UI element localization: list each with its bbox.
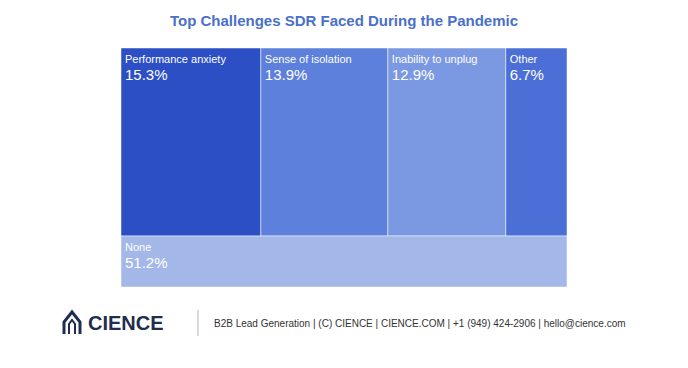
svg-text:12.9%: 12.9% [392,66,435,83]
svg-text:CIENCE: CIENCE [88,312,164,334]
svg-text:B2B Lead Generation | (C) CIEN: B2B Lead Generation | (C) CIENCE | CIENC… [214,318,626,329]
svg-text:Inability to unplug: Inability to unplug [392,53,478,65]
svg-text:15.3%: 15.3% [125,66,168,83]
svg-text:Top Challenges SDR Faced Durin: Top Challenges SDR Faced During the Pand… [170,12,518,29]
svg-text:Other: Other [510,53,538,65]
svg-text:None: None [125,241,151,253]
svg-text:6.7%: 6.7% [510,66,544,83]
svg-text:51.2%: 51.2% [125,254,168,271]
svg-text:Sense of isolation: Sense of isolation [265,53,352,65]
svg-text:13.9%: 13.9% [265,66,308,83]
svg-text:Performance anxiety: Performance anxiety [125,53,226,65]
